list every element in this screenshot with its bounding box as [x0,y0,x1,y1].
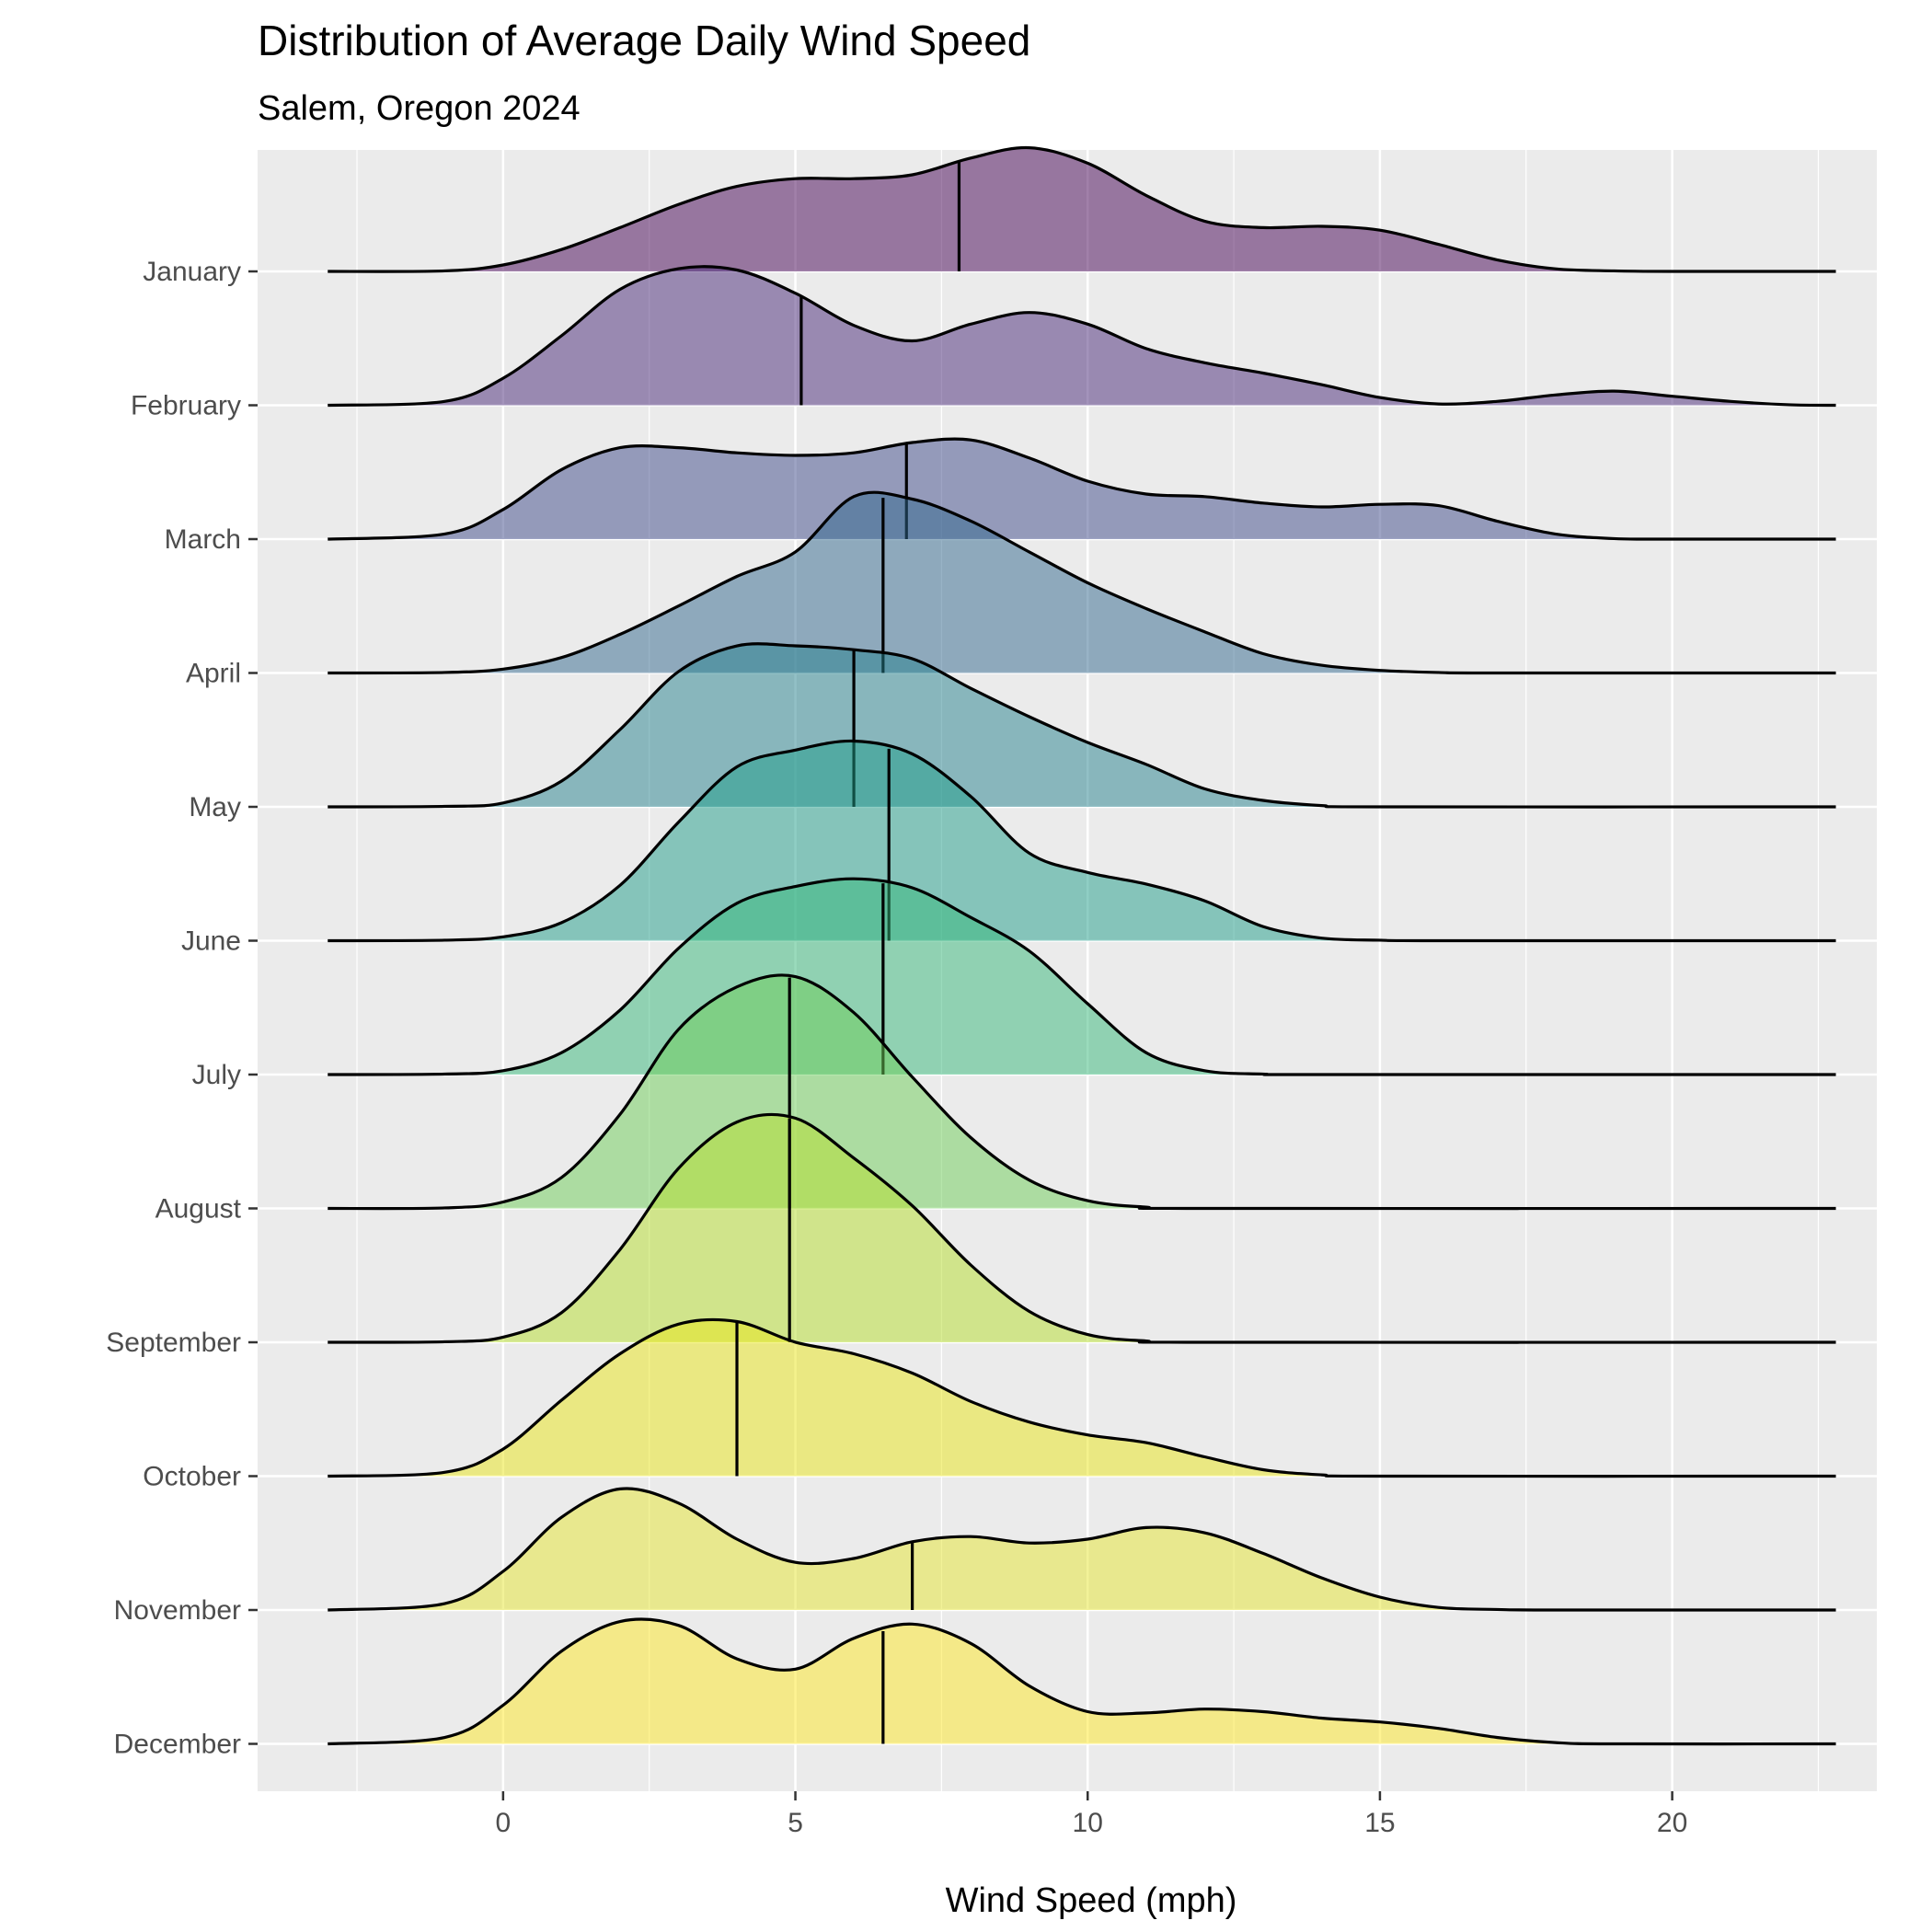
ridge-outline-august [328,973,1836,1211]
x-tick-label: 5 [788,1808,803,1838]
ridge-fill-january [328,147,1836,272]
x-axis: 0 5 10 15 20 [496,1791,1687,1838]
ridge-outline-september [328,1112,1836,1344]
ridge-fill-june [328,741,1836,941]
y-tick-label-july: July [192,1060,241,1090]
ridge-december [328,1617,1836,1746]
y-tick-label-june: June [181,926,241,957]
chart-title: Distribution of Average Daily Wind Speed [258,17,1030,64]
x-tick-label: 20 [1657,1808,1687,1838]
y-tick-label-december: December [114,1730,241,1760]
x-tick-label: 15 [1364,1808,1395,1838]
y-tick-label-may: May [189,792,241,822]
plot-panel [258,150,1877,1791]
ridge-outline-april [328,490,1836,675]
ridge-fill-october [328,1319,1836,1477]
x-axis-title: Wind Speed (mph) [946,1881,1237,1920]
x-tick-label: 10 [1073,1808,1103,1838]
ridge-outline-december [328,1617,1836,1746]
y-tick-label-march: March [165,524,241,555]
y-tick-label-november: November [114,1595,241,1626]
ridge-october [328,1317,1836,1478]
ridge-fill-february [328,266,1836,406]
y-tick-label-april: April [186,659,241,689]
ridge-outline-may [328,642,1836,809]
y-tick-label-february: February [131,391,241,421]
ridge-fill-december [328,1618,1836,1744]
ridge-fill-september [328,1114,1836,1343]
ridge-april [328,490,1836,675]
ridge-fill-may [328,643,1836,808]
x-tick-label: 0 [496,1808,512,1838]
ridge-outline-november [328,1487,1836,1612]
ridge-january [328,145,1836,273]
y-axis: January February March April May June July Augu… [106,257,258,1760]
ridge-september [328,1112,1836,1344]
ridge-fill-march [328,439,1836,540]
ridge-outline-february [328,265,1836,408]
ridge-outline-october [328,1317,1836,1478]
ridge-november [328,1487,1836,1612]
ridge-layer [328,145,1836,1746]
ridge-march [328,437,1836,541]
ridge-outline-march [328,437,1836,541]
ridge-outline-january [328,145,1836,273]
y-tick-label-september: September [106,1328,241,1358]
y-tick-label-october: October [143,1462,241,1492]
y-tick-label-august: August [155,1194,242,1225]
y-tick-label-january: January [143,257,241,287]
chart-subtitle: Salem, Oregon 2024 [258,89,581,128]
ridge-fill-april [328,492,1836,673]
ridge-outline-july [328,877,1836,1076]
ridge-february [328,265,1836,408]
ridge-outline-june [328,739,1836,943]
